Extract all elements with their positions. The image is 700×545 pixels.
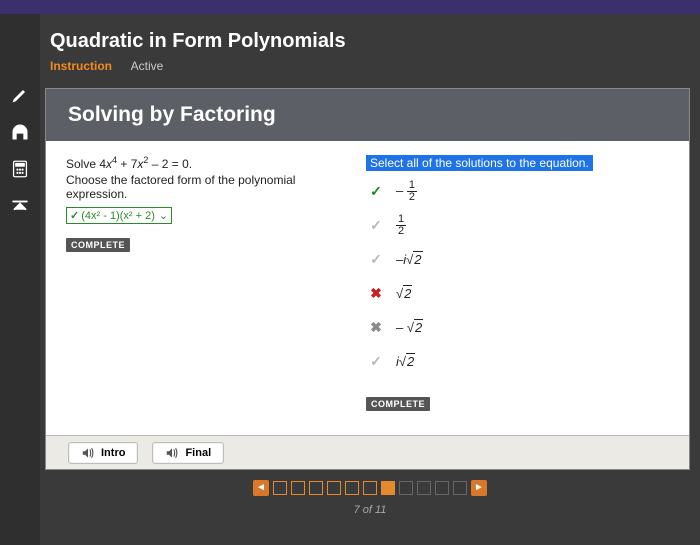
pager-box	[417, 481, 431, 495]
eq-part: – 2 = 0.	[148, 157, 192, 171]
tab-active[interactable]: Active	[131, 59, 164, 73]
answer-row[interactable]: ✓ 12	[366, 213, 669, 237]
eq-part: Solve 4	[66, 157, 106, 171]
final-label: Final	[185, 447, 211, 459]
right-heading: Select all of the solutions to the equat…	[366, 155, 593, 171]
answer-math: i√2	[396, 354, 415, 369]
factored-form-dropdown[interactable]: ✓ (4x² - 1)(x² + 2) ⌄	[66, 207, 172, 224]
collapse-up-icon[interactable]	[9, 195, 31, 217]
answer-row[interactable]: ✓ –i√2	[366, 247, 669, 271]
headphones-icon[interactable]	[9, 121, 31, 143]
complete-badge-left: COMPLETE	[66, 238, 130, 252]
pager-box[interactable]	[363, 481, 377, 495]
pager-box	[435, 481, 449, 495]
pager-next[interactable]: ►	[471, 480, 487, 496]
intro-label: Intro	[101, 447, 125, 459]
answer-math: – 12	[396, 180, 417, 203]
tab-bar: Instruction Active	[50, 59, 690, 73]
lesson-footer: Intro Final	[46, 435, 689, 469]
chevron-down-icon: ⌄	[159, 209, 168, 222]
pager-boxes	[273, 481, 467, 495]
x-icon: ✖	[366, 319, 386, 336]
check-icon: ✓	[366, 217, 386, 234]
x-icon: ✖	[366, 285, 386, 302]
pager-box[interactable]	[309, 481, 323, 495]
page-title: Quadratic in Form Polynomials	[50, 30, 690, 53]
factored-prompt: Choose the factored form of the polynomi…	[66, 173, 346, 201]
answer-math: √2	[396, 286, 412, 301]
complete-badge-right: COMPLETE	[366, 397, 430, 411]
final-audio-button[interactable]: Final	[152, 442, 224, 464]
lesson-panel: Solving by Factoring Solve 4x4 + 7x2 – 2…	[45, 88, 690, 470]
lesson-title: Solving by Factoring	[46, 89, 689, 141]
eq-part: + 7	[117, 157, 137, 171]
check-icon: ✓	[366, 251, 386, 268]
speaker-icon	[81, 447, 95, 459]
pager-box[interactable]	[345, 481, 359, 495]
intro-audio-button[interactable]: Intro	[68, 442, 138, 464]
answer-math: –i√2	[396, 252, 423, 267]
top-strip	[0, 0, 700, 14]
answer-row[interactable]: ✖ – √2	[366, 315, 669, 339]
pager-box[interactable]	[291, 481, 305, 495]
pager-box	[453, 481, 467, 495]
answer-row[interactable]: ✓ i√2	[366, 349, 669, 373]
left-column: Solve 4x4 + 7x2 – 2 = 0. Choose the fact…	[66, 155, 356, 417]
pager-row: ◄ ►	[253, 480, 487, 496]
sidebar	[0, 14, 40, 545]
check-icon: ✓	[366, 353, 386, 370]
pager-box[interactable]	[381, 481, 395, 495]
pencil-icon[interactable]	[9, 84, 31, 106]
pager-box[interactable]	[273, 481, 287, 495]
pager: ◄ ► 7 of 11	[40, 470, 700, 525]
equation-text: Solve 4x4 + 7x2 – 2 = 0.	[66, 155, 346, 171]
answer-math: 12	[396, 214, 406, 237]
right-column: Select all of the solutions to the equat…	[356, 155, 669, 417]
page-indicator: 7 of 11	[354, 504, 387, 516]
pager-prev[interactable]: ◄	[253, 480, 269, 496]
speaker-icon	[165, 447, 179, 459]
check-icon: ✓	[70, 209, 79, 222]
pager-box	[399, 481, 413, 495]
dropdown-value: (4x² - 1)(x² + 2)	[81, 210, 155, 222]
answer-math: – √2	[396, 320, 423, 335]
header: Quadratic in Form Polynomials Instructio…	[40, 14, 700, 81]
lesson-body: Solve 4x4 + 7x2 – 2 = 0. Choose the fact…	[46, 141, 689, 431]
answers-list: ✓ – 12 ✓ 12 ✓ –i√2 ✖ √2 ✖ – √2 ✓ i√2	[366, 179, 669, 373]
check-icon: ✓	[366, 183, 386, 200]
answer-row[interactable]: ✖ √2	[366, 281, 669, 305]
answer-row[interactable]: ✓ – 12	[366, 179, 669, 203]
calculator-icon[interactable]	[9, 158, 31, 180]
tab-instruction[interactable]: Instruction	[50, 59, 112, 73]
pager-box[interactable]	[327, 481, 341, 495]
